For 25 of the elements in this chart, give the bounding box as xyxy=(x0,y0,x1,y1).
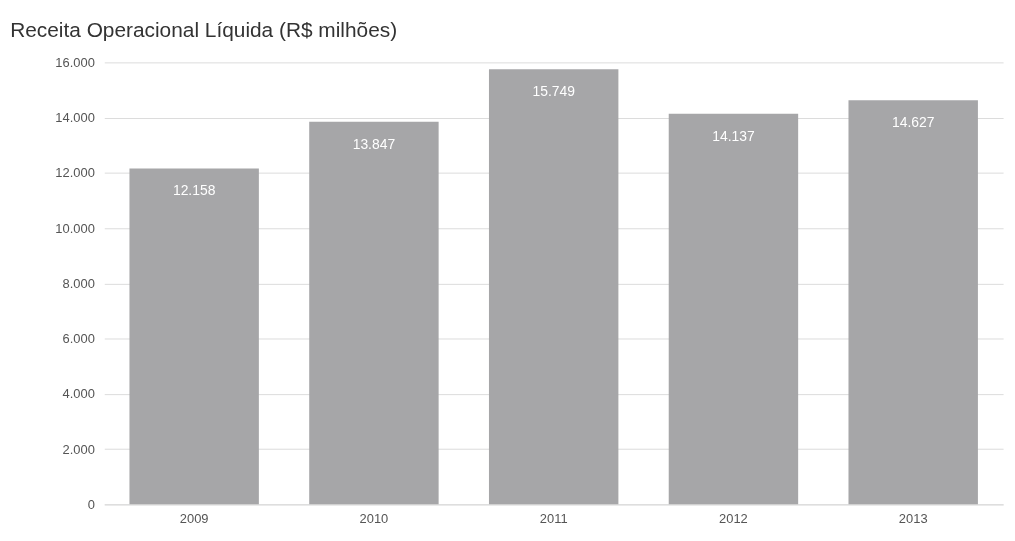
data-label: 15.749 xyxy=(532,83,576,100)
y-tick-label: 6.000 xyxy=(62,331,95,347)
y-tick-label: 10.000 xyxy=(55,220,95,236)
chart-title: Receita Operacional Líquida (R$ milhões) xyxy=(10,17,398,41)
y-tick-label: 16.000 xyxy=(55,54,95,70)
x-tick-label: 2013 xyxy=(898,510,928,526)
bar xyxy=(488,69,619,505)
x-tick-label: 2010 xyxy=(359,510,389,526)
y-tick-label: 8.000 xyxy=(62,275,95,291)
x-tick-label: 2012 xyxy=(719,510,748,526)
y-tick-label: 0 xyxy=(87,496,95,512)
bar xyxy=(668,113,799,505)
data-label: 14.627 xyxy=(891,114,935,131)
y-tick-label: 12.000 xyxy=(55,165,95,181)
x-tick-label: 2009 xyxy=(179,510,209,526)
data-label: 12.158 xyxy=(172,182,216,199)
y-tick-label: 2.000 xyxy=(62,441,95,457)
bar xyxy=(309,121,439,505)
x-tick-label: 2011 xyxy=(539,510,568,526)
data-label: 13.847 xyxy=(352,135,396,152)
y-tick-label: 14.000 xyxy=(55,110,95,126)
bar xyxy=(129,168,259,505)
bar xyxy=(848,100,978,505)
data-label: 14.137 xyxy=(712,127,755,144)
y-tick-label: 4.000 xyxy=(62,386,95,402)
